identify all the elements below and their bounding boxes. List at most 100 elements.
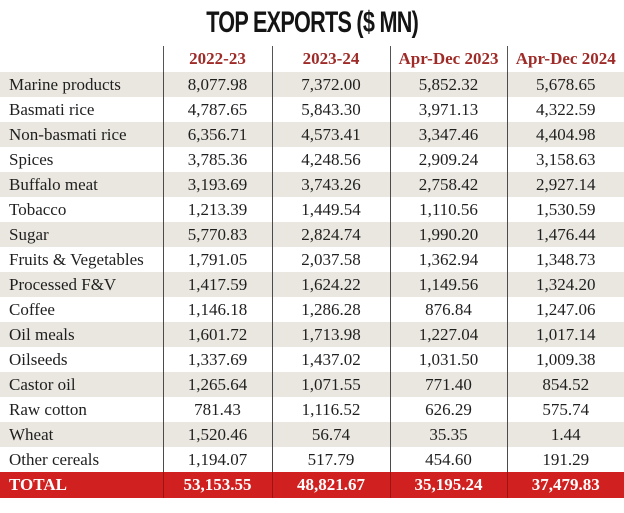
table-row: Wheat 1,520.46 56.74 35.35 1.44 bbox=[0, 422, 624, 447]
value-cell: 2,909.24 bbox=[389, 147, 507, 172]
value-cell: 5,843.30 bbox=[271, 97, 390, 122]
value-cell: 3,785.36 bbox=[162, 147, 272, 172]
column-header: Apr-Dec 2023 bbox=[389, 46, 507, 72]
value-cell: 56.74 bbox=[271, 422, 390, 447]
total-value-cell: 37,479.83 bbox=[506, 472, 624, 498]
value-cell: 1,149.56 bbox=[389, 272, 507, 297]
table-row: Processed F&V 1,417.59 1,624.22 1,149.56 1,3… bbox=[0, 272, 624, 297]
value-cell: 191.29 bbox=[506, 447, 624, 472]
row-label: Spices bbox=[9, 150, 54, 169]
value-cell: 1,713.98 bbox=[271, 322, 390, 347]
value-cell: 771.40 bbox=[389, 372, 507, 397]
value-cell: 3,347.46 bbox=[389, 122, 507, 147]
value-cell: 1,227.04 bbox=[389, 322, 507, 347]
exports-table: 2022-23 2023-24 Apr-Dec 2023 Apr-Dec 2024 M… bbox=[0, 46, 624, 498]
value-cell: 781.43 bbox=[162, 397, 272, 422]
value-cell: 3,743.26 bbox=[271, 172, 390, 197]
value-cell: 854.52 bbox=[506, 372, 624, 397]
value-cell: 1,286.28 bbox=[271, 297, 390, 322]
total-label: TOTAL bbox=[9, 475, 67, 494]
value-cell: 1,601.72 bbox=[162, 322, 272, 347]
value-cell: 4,322.59 bbox=[506, 97, 624, 122]
column-header: Apr-Dec 2024 bbox=[506, 46, 624, 72]
value-cell: 5,678.65 bbox=[506, 72, 624, 97]
value-cell: 4,787.65 bbox=[162, 97, 272, 122]
value-cell: 1,449.54 bbox=[271, 197, 390, 222]
row-label: Processed F&V bbox=[9, 275, 117, 294]
value-cell: 575.74 bbox=[506, 397, 624, 422]
value-cell: 2,758.42 bbox=[389, 172, 507, 197]
row-label: Other cereals bbox=[9, 450, 100, 469]
row-label-header bbox=[0, 46, 163, 72]
value-cell: 1,146.18 bbox=[162, 297, 272, 322]
table-row: Spices 3,785.36 4,248.56 2,909.24 3,158.63 bbox=[0, 147, 624, 172]
table-row: Tobacco 1,213.39 1,449.54 1,110.56 1,530.59 bbox=[0, 197, 624, 222]
value-cell: 626.29 bbox=[389, 397, 507, 422]
value-cell: 4,573.41 bbox=[271, 122, 390, 147]
table-row: Basmati rice 4,787.65 5,843.30 3,971.13 4,32… bbox=[0, 97, 624, 122]
table-row: Buffalo meat 3,193.69 3,743.26 2,758.42 2,92… bbox=[0, 172, 624, 197]
value-cell: 1,476.44 bbox=[506, 222, 624, 247]
value-cell: 1,337.69 bbox=[162, 347, 272, 372]
table-row: Coffee 1,146.18 1,286.28 876.84 1,247.06 bbox=[0, 297, 624, 322]
value-cell: 1,348.73 bbox=[506, 247, 624, 272]
row-label: Basmati rice bbox=[9, 100, 95, 119]
total-value-cell: 48,821.67 bbox=[271, 472, 390, 498]
table-row: Fruits & Vegetables 1,791.05 2,037.58 1,362… bbox=[0, 247, 624, 272]
table-row: Sugar 5,770.83 2,824.74 1,990.20 1,476.44 bbox=[0, 222, 624, 247]
value-cell: 1,213.39 bbox=[162, 197, 272, 222]
title-area: TOP EXPORTS ($ MN) bbox=[0, 0, 624, 46]
value-cell: 1,071.55 bbox=[271, 372, 390, 397]
value-cell: 1,362.94 bbox=[389, 247, 507, 272]
header-row: 2022-23 2023-24 Apr-Dec 2023 Apr-Dec 2024 bbox=[0, 46, 624, 72]
value-cell: 1,247.06 bbox=[506, 297, 624, 322]
value-cell: 2,824.74 bbox=[271, 222, 390, 247]
value-cell: 1,417.59 bbox=[162, 272, 272, 297]
row-label: Raw cotton bbox=[9, 400, 87, 419]
value-cell: 6,356.71 bbox=[162, 122, 272, 147]
column-header: 2022-23 bbox=[162, 46, 272, 72]
row-label: Non-basmati rice bbox=[9, 125, 127, 144]
table-row: Oilseeds 1,337.69 1,437.02 1,031.50 1,009.38 bbox=[0, 347, 624, 372]
value-cell: 1,990.20 bbox=[389, 222, 507, 247]
table-header: 2022-23 2023-24 Apr-Dec 2023 Apr-Dec 2024 bbox=[0, 46, 624, 72]
row-label: Coffee bbox=[9, 300, 55, 319]
row-label: Fruits & Vegetables bbox=[9, 250, 144, 269]
table-row: Other cereals 1,194.07 517.79 454.60 191.29 bbox=[0, 447, 624, 472]
table-row: Raw cotton 781.43 1,116.52 626.29 575.74 bbox=[0, 397, 624, 422]
value-cell: 4,404.98 bbox=[506, 122, 624, 147]
page-title: TOP EXPORTS ($ MN) bbox=[206, 6, 419, 39]
value-cell: 35.35 bbox=[389, 422, 507, 447]
row-label: Oilseeds bbox=[9, 350, 68, 369]
value-cell: 1,194.07 bbox=[162, 447, 272, 472]
value-cell: 454.60 bbox=[389, 447, 507, 472]
value-cell: 1,437.02 bbox=[271, 347, 390, 372]
value-cell: 1,324.20 bbox=[506, 272, 624, 297]
table-body: Marine products 8,077.98 7,372.00 5,852.32 5… bbox=[0, 72, 624, 472]
value-cell: 517.79 bbox=[271, 447, 390, 472]
value-cell: 1,017.14 bbox=[506, 322, 624, 347]
value-cell: 1,520.46 bbox=[162, 422, 272, 447]
value-cell: 1.44 bbox=[506, 422, 624, 447]
row-label: Buffalo meat bbox=[9, 175, 98, 194]
value-cell: 1,624.22 bbox=[271, 272, 390, 297]
value-cell: 1,110.56 bbox=[389, 197, 507, 222]
row-label: Marine products bbox=[9, 75, 121, 94]
value-cell: 1,530.59 bbox=[506, 197, 624, 222]
row-label: Wheat bbox=[9, 425, 54, 444]
value-cell: 3,971.13 bbox=[389, 97, 507, 122]
value-cell: 2,927.14 bbox=[506, 172, 624, 197]
value-cell: 1,031.50 bbox=[389, 347, 507, 372]
value-cell: 4,248.56 bbox=[271, 147, 390, 172]
table-row: Castor oil 1,265.64 1,071.55 771.40 854.52 bbox=[0, 372, 624, 397]
total-value-cell: 53,153.55 bbox=[162, 472, 272, 498]
value-cell: 7,372.00 bbox=[271, 72, 390, 97]
value-cell: 1,791.05 bbox=[162, 247, 272, 272]
value-cell: 3,193.69 bbox=[162, 172, 272, 197]
value-cell: 1,265.64 bbox=[162, 372, 272, 397]
value-cell: 876.84 bbox=[389, 297, 507, 322]
value-cell: 5,852.32 bbox=[389, 72, 507, 97]
value-cell: 2,037.58 bbox=[271, 247, 390, 272]
total-row: TOTAL 53,153.55 48,821.67 35,195.24 37,479.8… bbox=[0, 472, 624, 498]
value-cell: 8,077.98 bbox=[162, 72, 272, 97]
